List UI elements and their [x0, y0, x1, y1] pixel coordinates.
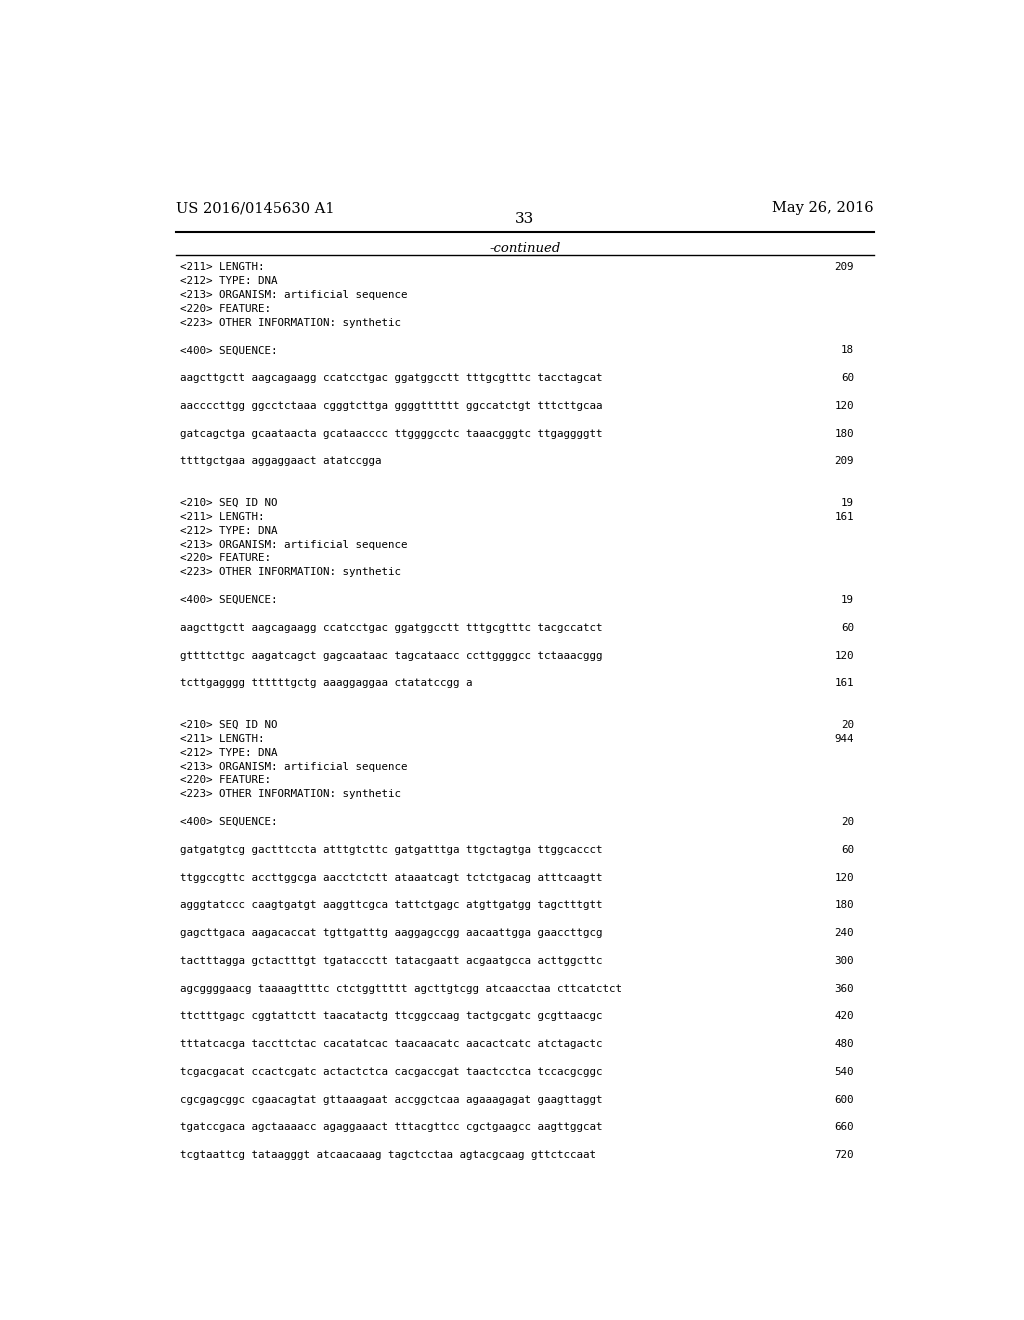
Text: tactttagga gctactttgt tgataccctt tatacgaatt acgaatgcca acttggcttc: tactttagga gctactttgt tgataccctt tatacga… — [179, 956, 602, 966]
Text: <223> OTHER INFORMATION: synthetic: <223> OTHER INFORMATION: synthetic — [179, 568, 400, 577]
Text: 209: 209 — [835, 263, 854, 272]
Text: 120: 120 — [835, 401, 854, 411]
Text: tcgacgacat ccactcgatc actactctca cacgaccgat taactcctca tccacgcggc: tcgacgacat ccactcgatc actactctca cacgacc… — [179, 1067, 602, 1077]
Text: -continued: -continued — [489, 242, 560, 255]
Text: ttggccgttc accttggcga aacctctctt ataaatcagt tctctgacag atttcaagtt: ttggccgttc accttggcga aacctctctt ataaatc… — [179, 873, 602, 883]
Text: <211> LENGTH:: <211> LENGTH: — [179, 263, 264, 272]
Text: <212> TYPE: DNA: <212> TYPE: DNA — [179, 276, 278, 286]
Text: 240: 240 — [835, 928, 854, 939]
Text: 420: 420 — [835, 1011, 854, 1022]
Text: 660: 660 — [835, 1122, 854, 1133]
Text: 720: 720 — [835, 1150, 854, 1160]
Text: 540: 540 — [835, 1067, 854, 1077]
Text: 20: 20 — [841, 817, 854, 828]
Text: tgatccgaca agctaaaacc agaggaaact tttacgttcc cgctgaagcc aagttggcat: tgatccgaca agctaaaacc agaggaaact tttacgt… — [179, 1122, 602, 1133]
Text: 60: 60 — [841, 623, 854, 632]
Text: <223> OTHER INFORMATION: synthetic: <223> OTHER INFORMATION: synthetic — [179, 318, 400, 327]
Text: <211> LENGTH:: <211> LENGTH: — [179, 734, 264, 743]
Text: 180: 180 — [835, 900, 854, 911]
Text: 120: 120 — [835, 873, 854, 883]
Text: 19: 19 — [841, 595, 854, 605]
Text: 120: 120 — [835, 651, 854, 660]
Text: 360: 360 — [835, 983, 854, 994]
Text: 180: 180 — [835, 429, 854, 438]
Text: <213> ORGANISM: artificial sequence: <213> ORGANISM: artificial sequence — [179, 290, 408, 300]
Text: 600: 600 — [835, 1094, 854, 1105]
Text: tttatcacga taccttctac cacatatcac taacaacatc aacactcatc atctagactc: tttatcacga taccttctac cacatatcac taacaac… — [179, 1039, 602, 1049]
Text: gttttcttgc aagatcagct gagcaataac tagcataacc ccttggggcc tctaaacggg: gttttcttgc aagatcagct gagcaataac tagcata… — [179, 651, 602, 660]
Text: 480: 480 — [835, 1039, 854, 1049]
Text: <223> OTHER INFORMATION: synthetic: <223> OTHER INFORMATION: synthetic — [179, 789, 400, 800]
Text: gatgatgtcg gactttccta atttgtcttc gatgatttga ttgctagtga ttggcaccct: gatgatgtcg gactttccta atttgtcttc gatgatt… — [179, 845, 602, 855]
Text: 60: 60 — [841, 374, 854, 383]
Text: <220> FEATURE:: <220> FEATURE: — [179, 304, 270, 314]
Text: <400> SEQUENCE:: <400> SEQUENCE: — [179, 346, 278, 355]
Text: agcggggaacg taaaagttttc ctctggttttt agcttgtcgg atcaacctaa cttcatctct: agcggggaacg taaaagttttc ctctggttttt agct… — [179, 983, 622, 994]
Text: ttctttgagc cggtattctt taacatactg ttcggccaag tactgcgatc gcgttaacgc: ttctttgagc cggtattctt taacatactg ttcggcc… — [179, 1011, 602, 1022]
Text: <211> LENGTH:: <211> LENGTH: — [179, 512, 264, 521]
Text: cgcgagcggc cgaacagtat gttaaagaat accggctcaa agaaagagat gaagttaggt: cgcgagcggc cgaacagtat gttaaagaat accggct… — [179, 1094, 602, 1105]
Text: <400> SEQUENCE:: <400> SEQUENCE: — [179, 817, 278, 828]
Text: 161: 161 — [835, 678, 854, 688]
Text: tcgtaattcg tataagggt atcaacaaag tagctcctaa agtacgcaag gttctccaat: tcgtaattcg tataagggt atcaacaaag tagctcct… — [179, 1150, 596, 1160]
Text: <400> SEQUENCE:: <400> SEQUENCE: — [179, 595, 278, 605]
Text: <213> ORGANISM: artificial sequence: <213> ORGANISM: artificial sequence — [179, 762, 408, 771]
Text: 161: 161 — [835, 512, 854, 521]
Text: 20: 20 — [841, 719, 854, 730]
Text: May 26, 2016: May 26, 2016 — [772, 201, 873, 215]
Text: ttttgctgaa aggaggaact atatccgga: ttttgctgaa aggaggaact atatccgga — [179, 457, 381, 466]
Text: 944: 944 — [835, 734, 854, 743]
Text: agggtatccc caagtgatgt aaggttcgca tattctgagc atgttgatgg tagctttgtt: agggtatccc caagtgatgt aaggttcgca tattctg… — [179, 900, 602, 911]
Text: 209: 209 — [835, 457, 854, 466]
Text: aagcttgctt aagcagaagg ccatcctgac ggatggcctt tttgcgtttc tacctagcat: aagcttgctt aagcagaagg ccatcctgac ggatggc… — [179, 374, 602, 383]
Text: 19: 19 — [841, 498, 854, 508]
Text: <210> SEQ ID NO: <210> SEQ ID NO — [179, 719, 278, 730]
Text: aagcttgctt aagcagaagg ccatcctgac ggatggcctt tttgcgtttc tacgccatct: aagcttgctt aagcagaagg ccatcctgac ggatggc… — [179, 623, 602, 632]
Text: <220> FEATURE:: <220> FEATURE: — [179, 553, 270, 564]
Text: <220> FEATURE:: <220> FEATURE: — [179, 775, 270, 785]
Text: <212> TYPE: DNA: <212> TYPE: DNA — [179, 747, 278, 758]
Text: 18: 18 — [841, 346, 854, 355]
Text: aaccccttgg ggcctctaaa cgggtcttga ggggtttttt ggccatctgt tttcttgcaa: aaccccttgg ggcctctaaa cgggtcttga ggggttt… — [179, 401, 602, 411]
Text: gagcttgaca aagacaccat tgttgatttg aaggagccgg aacaattgga gaaccttgcg: gagcttgaca aagacaccat tgttgatttg aaggagc… — [179, 928, 602, 939]
Text: <213> ORGANISM: artificial sequence: <213> ORGANISM: artificial sequence — [179, 540, 408, 549]
Text: <210> SEQ ID NO: <210> SEQ ID NO — [179, 498, 278, 508]
Text: 300: 300 — [835, 956, 854, 966]
Text: <212> TYPE: DNA: <212> TYPE: DNA — [179, 525, 278, 536]
Text: US 2016/0145630 A1: US 2016/0145630 A1 — [176, 201, 334, 215]
Text: gatcagctga gcaataacta gcataacccc ttggggcctc taaacgggtc ttgaggggtt: gatcagctga gcaataacta gcataacccc ttggggc… — [179, 429, 602, 438]
Text: 33: 33 — [515, 213, 535, 226]
Text: 60: 60 — [841, 845, 854, 855]
Text: tcttgagggg ttttttgctg aaaggaggaa ctatatccgg a: tcttgagggg ttttttgctg aaaggaggaa ctatatc… — [179, 678, 472, 688]
